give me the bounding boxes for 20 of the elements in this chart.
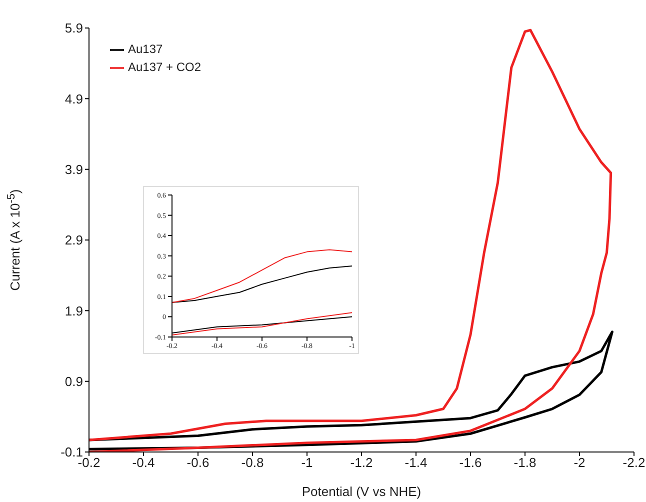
- legend-label: Au137 + CO2: [128, 59, 202, 76]
- x-tick-label: -1.6: [459, 455, 482, 470]
- x-tick-label: -1.4: [404, 455, 428, 470]
- x-tick-label: -1.2: [350, 455, 373, 470]
- line-series: [172, 249, 352, 304]
- legend-label: Au137: [128, 41, 163, 58]
- y-tick-label: 2.9: [64, 232, 83, 248]
- y-tick-label: 3.9: [64, 162, 83, 177]
- y-tick-label: 0.9: [64, 374, 83, 389]
- y-tick-label: 4.9: [64, 91, 83, 106]
- x-axis-title: Potential (V vs NHE): [302, 484, 422, 499]
- y-tick-label: 1.9: [64, 303, 83, 318]
- x-tick-label: -2.2: [622, 455, 646, 470]
- x-tick-label: -2: [574, 455, 586, 470]
- x-tick-label: -0.6: [186, 455, 210, 470]
- x-tick-label: -1: [301, 455, 313, 470]
- y-tick-label: 5.9: [64, 20, 83, 36]
- x-tick-label: -0.4: [132, 455, 155, 470]
- x-tick-label: -0.8: [241, 455, 264, 470]
- x-tick-label: -1.8: [514, 455, 536, 470]
